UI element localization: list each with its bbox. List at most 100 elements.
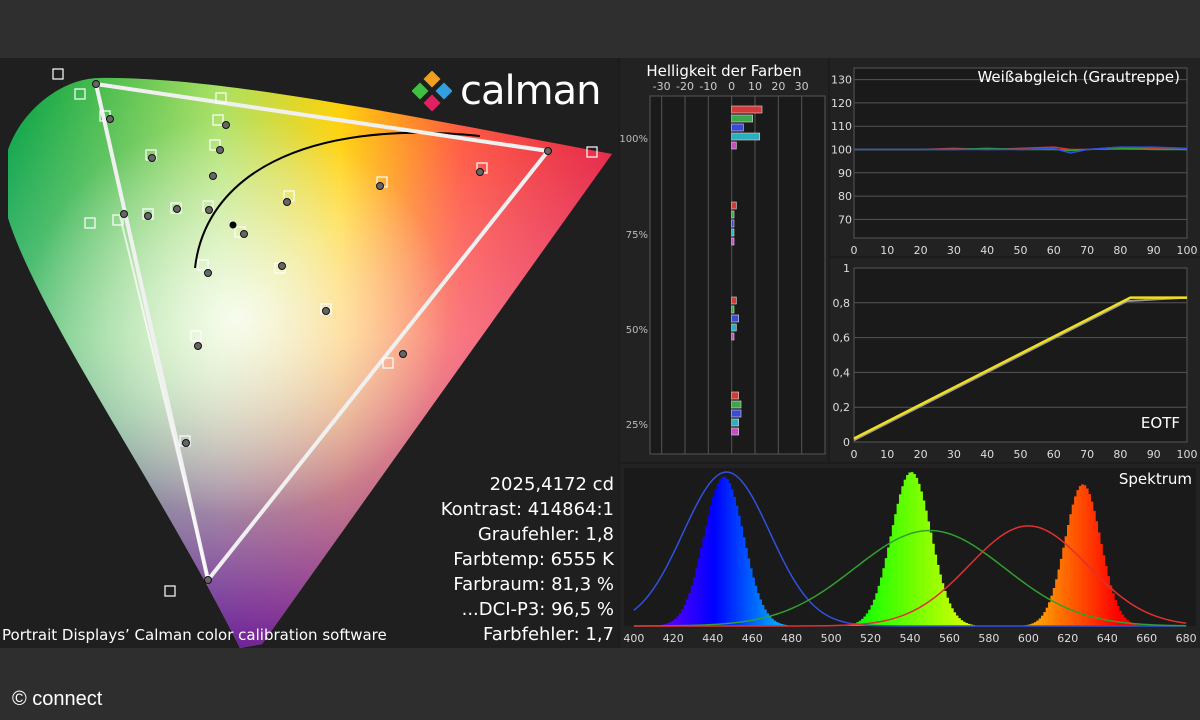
- measured-point: [148, 154, 156, 162]
- eotf-xtick: 50: [1014, 448, 1028, 461]
- brightness-ytick: 100%: [620, 134, 648, 145]
- brightness-bar: [731, 105, 763, 114]
- target-marker: [197, 259, 209, 271]
- spectrum-bar: [685, 599, 689, 626]
- spectrum-bar: [730, 489, 734, 626]
- brightness-title: Helligkeit der Farben: [646, 62, 801, 80]
- brightness-xtick: -30: [653, 80, 671, 93]
- eotf-xtick: 40: [980, 448, 994, 461]
- spectrum-bar: [1114, 600, 1118, 626]
- eotf-ytick: 1: [843, 262, 850, 275]
- gray-error-value: Graufehler: 1,8: [477, 524, 614, 545]
- wb-plot-area: [853, 67, 1188, 239]
- spectrum-bar: [1067, 524, 1070, 626]
- spectrum-bar: [891, 525, 895, 626]
- spectrum-bar: [669, 622, 673, 626]
- spectrum-bar: [775, 622, 779, 626]
- spectrum-bar: [1048, 602, 1051, 626]
- spectrum-bar: [1097, 532, 1101, 626]
- wb-ytick: 100: [831, 144, 852, 157]
- brightness-bar: [731, 114, 753, 123]
- eotf-ytick: 0,4: [833, 366, 851, 379]
- spectrum-bar: [868, 609, 871, 626]
- spectrum-bar: [745, 548, 748, 626]
- spectrum-reference-curve: [633, 471, 1187, 627]
- spectrum-bar: [1052, 587, 1056, 626]
- eotf-xtick: 30: [947, 448, 961, 461]
- spectrum-bar: [1111, 593, 1115, 626]
- wb-xtick: 30: [947, 244, 961, 256]
- spectrum-bar: [953, 612, 957, 626]
- color-error-value: Farbfehler: 1,7: [483, 624, 614, 645]
- brightness-bar: [731, 141, 737, 150]
- eotf-measured-line: [853, 296, 1187, 440]
- brightness-bar: [731, 391, 739, 400]
- dci-p3-value: ...DCI-P3: 96,5 %: [461, 599, 614, 620]
- wb-ytick: 110: [831, 120, 852, 133]
- brightness-bar: [731, 323, 737, 332]
- spectrum-bar: [1123, 617, 1127, 626]
- spectrum-bar: [664, 624, 668, 626]
- wb-xtick: 10: [880, 244, 894, 256]
- spectrum-bar: [721, 476, 725, 626]
- measured-point: [194, 342, 202, 350]
- brightness-bar: [731, 314, 739, 323]
- spectrum-xtick: 400: [623, 632, 644, 645]
- measured-point: [209, 172, 217, 180]
- eotf-xtick: 0: [851, 448, 858, 461]
- spectrum-bar: [1090, 501, 1094, 626]
- cie-diagram-panel: calman 2025,4172 cd Kontrast: 414864:1 G…: [0, 58, 618, 648]
- brightness-bar: [731, 210, 735, 219]
- brightness-bar: [731, 201, 737, 210]
- contrast-value: Kontrast: 414864:1: [440, 499, 614, 520]
- white-point: [229, 221, 237, 229]
- spectrum-bar: [1130, 623, 1134, 626]
- brightness-bar: [731, 427, 739, 436]
- spectrum-bar: [969, 624, 973, 626]
- spectrum-bar: [690, 585, 694, 626]
- spectrum-bar: [735, 505, 739, 626]
- spectrum-bar: [915, 477, 919, 626]
- spectrum-bar: [946, 597, 949, 626]
- spectrum-bar: [901, 486, 904, 626]
- spectrum-bar: [752, 577, 755, 626]
- spectrum-bar: [733, 496, 736, 626]
- spectrum-xtick: 420: [663, 632, 684, 645]
- spectrum-bar: [709, 505, 713, 626]
- spectrum-bar: [872, 599, 876, 626]
- spectrum-xtick: 640: [1097, 632, 1118, 645]
- spectrum-bar: [738, 515, 741, 626]
- brightness-ytick: 25%: [626, 420, 648, 431]
- spectrum-bar: [906, 475, 909, 626]
- spectrum-bar: [1119, 610, 1122, 626]
- spectrum-bar: [716, 483, 720, 626]
- spectrum-panel: 400 420 440 460 480 500 520 540 560 580 600 620 640 6…: [620, 464, 1200, 648]
- spectrum-bar: [943, 590, 947, 626]
- spectrum-bar: [1036, 620, 1039, 626]
- spectrum-bar: [780, 624, 784, 626]
- spectrum-bar: [759, 599, 762, 626]
- spectrum-bar: [1043, 612, 1047, 626]
- wb-ytick: 120: [831, 97, 852, 110]
- spectrum-bar: [1059, 558, 1063, 626]
- spectrum-bar: [707, 515, 710, 626]
- spectrum-bar: [908, 472, 912, 626]
- wb-xtick: 100: [1177, 244, 1198, 256]
- brightness-ytick: 50%: [626, 325, 648, 336]
- spectrum-bar: [695, 568, 699, 626]
- spectrum-bar: [955, 615, 959, 626]
- spectrum-bar: [920, 491, 923, 626]
- spectrum-bar: [1040, 615, 1044, 626]
- wb-xtick: 60: [1047, 244, 1061, 256]
- measured-gamut-triangle: [93, 81, 552, 585]
- spectrum-bar: [927, 521, 931, 626]
- cie-diagram: [8, 68, 612, 648]
- wb-ytick: 70: [838, 213, 852, 226]
- image-caption: Portrait Displays’ Calman color calibrat…: [2, 626, 387, 644]
- spectrum-bar: [960, 620, 964, 626]
- wb-ytick: 80: [838, 190, 852, 203]
- brightness-xtick: -10: [699, 80, 717, 93]
- spectrum-bar: [1093, 510, 1096, 626]
- spectrum-bar: [877, 585, 881, 626]
